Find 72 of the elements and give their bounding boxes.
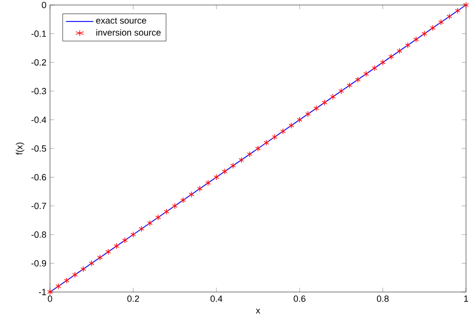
y-tick-label: -0.7 (31, 202, 46, 210)
point (272, 134, 278, 140)
point (147, 220, 153, 226)
point (322, 99, 328, 106)
point (230, 162, 236, 169)
point (188, 191, 194, 198)
point (246, 151, 252, 158)
point (122, 237, 128, 244)
y-tick-label: -0.8 (31, 231, 46, 238)
x-tick-label: 0.2 (127, 296, 139, 302)
x-axis-title: x (256, 308, 260, 314)
point (346, 82, 352, 88)
point (197, 186, 203, 192)
point (164, 208, 170, 215)
point (72, 272, 78, 278)
y-tick-label: -0.1 (31, 30, 46, 37)
point (380, 59, 386, 66)
point (305, 110, 311, 118)
x-tick-label: 0.6 (294, 296, 306, 302)
y-tick-label: -1 (38, 288, 46, 296)
point (396, 48, 402, 54)
y-axis-title: f(x) (16, 142, 24, 155)
point (288, 122, 294, 129)
point (280, 128, 286, 134)
point (130, 231, 136, 238)
legend-label: exact source (96, 18, 146, 24)
point (88, 260, 94, 266)
point (363, 70, 369, 78)
point (64, 277, 70, 284)
point (430, 24, 436, 32)
point (296, 116, 302, 123)
y-tick-label: 0 (42, 2, 46, 8)
y-tick-label: -0.9 (31, 260, 46, 266)
point (388, 54, 394, 60)
y-tick-label: -0.2 (31, 59, 46, 66)
point (446, 13, 452, 20)
x-tick-label: 1 (464, 296, 468, 302)
point (114, 242, 120, 250)
point (138, 226, 144, 232)
point (97, 254, 103, 261)
point (105, 248, 112, 255)
point (413, 36, 419, 43)
point (214, 174, 220, 180)
x-tick-label: 0 (48, 296, 52, 302)
point (454, 8, 460, 14)
point (438, 19, 444, 26)
y-tick-label: -0.5 (31, 145, 46, 152)
point (172, 202, 178, 210)
y-tick-label: -0.3 (31, 88, 46, 94)
point (80, 266, 86, 272)
x-tick-label: 0.8 (376, 296, 389, 302)
point (372, 65, 378, 72)
point (222, 168, 228, 175)
point (155, 214, 161, 221)
point (205, 180, 211, 186)
point (463, 2, 469, 8)
point (355, 76, 361, 83)
point (422, 30, 428, 37)
point (338, 88, 344, 94)
point (264, 140, 270, 146)
point (313, 105, 320, 112)
point (47, 288, 53, 296)
legend-label: inversion source (96, 29, 161, 36)
y-tick-label: -0.6 (31, 174, 46, 180)
point (330, 94, 336, 100)
point (56, 283, 62, 290)
point (180, 197, 186, 204)
y-tick-label: -0.4 (31, 116, 46, 123)
point (405, 42, 411, 48)
point (255, 145, 261, 152)
x-tick-label: 0.4 (210, 296, 222, 302)
point (238, 156, 244, 164)
